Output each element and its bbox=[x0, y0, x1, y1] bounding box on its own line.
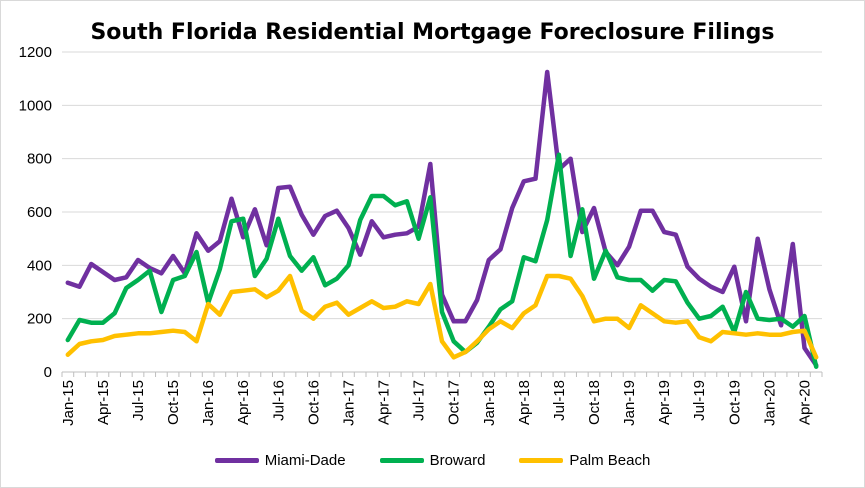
x-tick-label: Oct-19 bbox=[726, 380, 743, 425]
x-tick-label: Apr-15 bbox=[95, 380, 112, 425]
legend-swatch bbox=[379, 458, 424, 463]
x-tick-label: Jul-16 bbox=[270, 380, 287, 421]
x-tick-label: Oct-15 bbox=[165, 380, 182, 425]
series-line-broward bbox=[65, 152, 819, 369]
x-tick-label: Jan-15 bbox=[60, 380, 77, 426]
x-tick-label: Apr-20 bbox=[796, 380, 813, 425]
x-tick-label: Jan-19 bbox=[621, 380, 638, 426]
y-tick-label: 0 bbox=[44, 364, 52, 381]
x-tick-label: Apr-16 bbox=[235, 380, 252, 425]
x-tick-label: Apr-18 bbox=[516, 380, 533, 425]
y-tick-label: 1000 bbox=[19, 97, 52, 114]
x-tick-label: Jan-20 bbox=[761, 380, 778, 426]
legend-item: Miami-Dade bbox=[214, 452, 346, 469]
x-tick-label: Jan-18 bbox=[481, 380, 498, 426]
series-lines bbox=[65, 69, 819, 369]
y-tick-label: 800 bbox=[27, 151, 52, 168]
chart-title: South Florida Residential Mortgage Forec… bbox=[90, 20, 775, 45]
x-tick-label: Jan-16 bbox=[200, 380, 217, 426]
legend-swatch bbox=[519, 458, 564, 463]
x-tick-label: Jul-15 bbox=[130, 380, 147, 421]
x-tick-label: Oct-16 bbox=[305, 380, 322, 425]
gridlines bbox=[62, 51, 822, 373]
legend-swatch bbox=[214, 458, 259, 463]
y-tick-label: 600 bbox=[27, 204, 52, 221]
legend-label: Palm Beach bbox=[569, 452, 651, 469]
x-axis: Jan-15 Apr-15 Jul-15 Oct-15 Jan-16 Apr-16 Jul-… bbox=[60, 372, 823, 426]
series-line-palm-beach bbox=[65, 273, 819, 360]
y-tick-label: 400 bbox=[27, 257, 52, 274]
x-tick-label: Jan-17 bbox=[340, 380, 357, 426]
x-tick-label: Oct-17 bbox=[446, 380, 463, 425]
y-tick-label: 200 bbox=[27, 311, 52, 328]
legend-label: Miami-Dade bbox=[264, 452, 346, 469]
y-axis-ticks: 0 200 400 600 800 1000 1200 bbox=[19, 44, 52, 381]
legend-label: Broward bbox=[429, 452, 486, 469]
y-tick-label: 1200 bbox=[19, 44, 52, 61]
x-tick-label: Jul-17 bbox=[411, 380, 428, 421]
legend: Miami-Dade Broward Palm Beach bbox=[0, 452, 865, 469]
series-line-miami-dade bbox=[65, 69, 819, 368]
x-tick-label: Jul-19 bbox=[691, 380, 708, 421]
legend-item: Broward bbox=[379, 452, 486, 469]
x-tick-label: Jul-18 bbox=[551, 380, 568, 421]
x-tick-label: Apr-17 bbox=[376, 380, 393, 425]
x-tick-label: Oct-18 bbox=[586, 380, 603, 425]
legend-item: Palm Beach bbox=[519, 452, 650, 469]
x-tick-label: Apr-19 bbox=[656, 380, 673, 425]
